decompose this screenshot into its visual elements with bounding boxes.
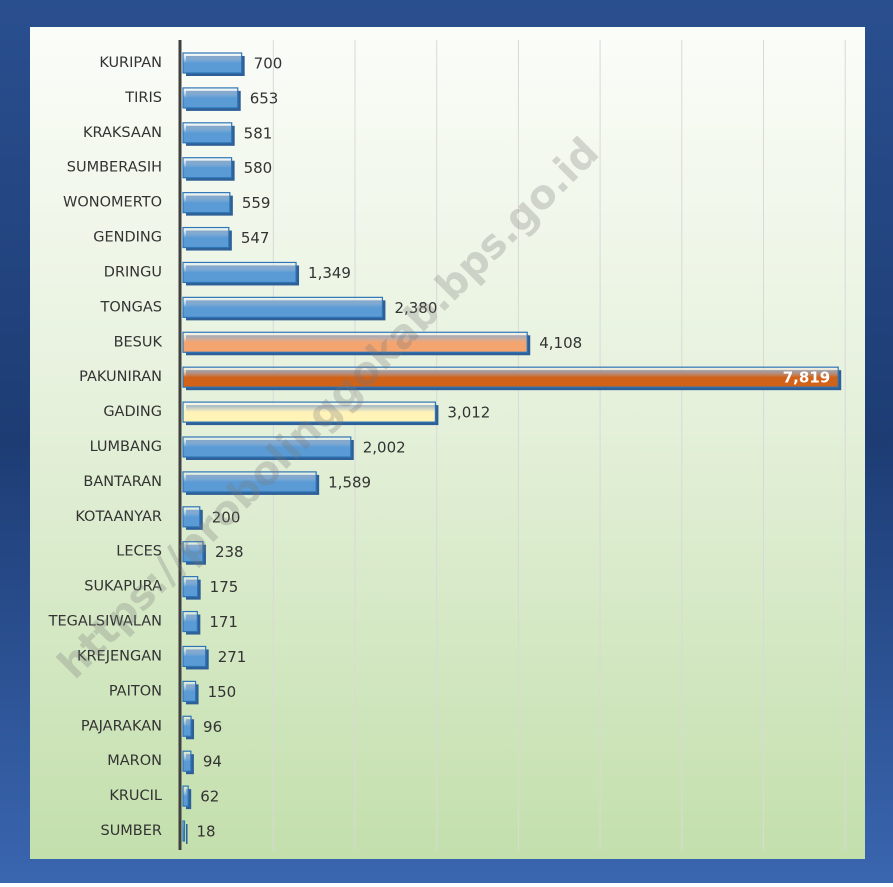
value-label: 150 <box>208 683 237 701</box>
value-label: 200 <box>212 508 241 526</box>
bar <box>182 87 239 109</box>
value-label: 96 <box>203 718 222 736</box>
y-tick-label: SUKAPURA <box>84 579 162 595</box>
y-tick-label: LECES <box>116 544 162 560</box>
y-tick-label: DRINGU <box>104 264 162 280</box>
y-tick-label: BESUK <box>114 334 163 350</box>
value-label: 94 <box>203 753 222 771</box>
value-label: 238 <box>215 543 244 561</box>
bar <box>182 157 233 179</box>
y-tick-label: PAJARAKAN <box>81 718 162 734</box>
bar-depth <box>186 824 188 844</box>
bar <box>182 52 243 74</box>
y-tick-label: LUMBANG <box>90 439 162 455</box>
value-label: 2,380 <box>394 299 437 317</box>
bar <box>182 122 233 144</box>
value-label: 581 <box>244 124 273 142</box>
value-label: 4,108 <box>539 334 582 352</box>
bar <box>182 680 197 702</box>
value-label: 3,012 <box>447 404 490 422</box>
y-tick-label: KURIPAN <box>99 55 162 71</box>
bar <box>182 401 436 423</box>
value-label: 18 <box>197 823 216 841</box>
bar <box>182 645 207 668</box>
value-label: 271 <box>218 648 247 666</box>
value-label: 653 <box>250 89 279 107</box>
value-label: 62 <box>200 788 219 806</box>
bar <box>182 366 839 388</box>
y-tick-label: KREJENGAN <box>77 648 162 664</box>
y-tick-label: PAITON <box>109 683 162 699</box>
bar <box>182 296 384 318</box>
y-tick-label: GENDING <box>93 230 162 246</box>
bar <box>182 576 199 598</box>
value-label: 1,589 <box>328 473 371 491</box>
y-tick-label: PAKUNIRAN <box>79 369 162 385</box>
bar <box>182 715 192 737</box>
value-label: 175 <box>210 578 239 596</box>
y-tick-label: SUMBERASIH <box>67 160 162 176</box>
bar <box>182 331 528 353</box>
value-label: 1,349 <box>308 264 351 282</box>
value-label: 580 <box>244 159 273 177</box>
value-label: 559 <box>242 194 271 212</box>
bar <box>182 785 189 807</box>
y-tick-label: TIRIS <box>124 90 162 106</box>
value-label: 547 <box>241 229 270 247</box>
bar <box>182 226 230 249</box>
grid <box>272 40 846 850</box>
bars: 700 653 581 580 559 547 1,349 2,380 4,108 7,819 3,… <box>182 52 842 844</box>
value-label: 171 <box>209 613 238 631</box>
value-label-inside: 7,819 <box>783 369 830 387</box>
bar <box>182 436 352 458</box>
y-tick-label: MARON <box>107 753 162 769</box>
plot-panel <box>30 27 865 859</box>
bar <box>182 506 201 528</box>
y-tick-label: KOTAANYAR <box>75 509 162 525</box>
bar <box>182 261 297 284</box>
y-tick-label: TEGALSIWALAN <box>48 614 162 630</box>
y-tick-label: TONGAS <box>100 299 162 315</box>
bar <box>182 820 186 842</box>
y-tick-label: SUMBER <box>100 823 162 839</box>
y-tick-label: KRAKSAAN <box>83 125 162 141</box>
bar <box>182 610 198 633</box>
bar <box>182 471 317 493</box>
y-tick-label: WONOMERTO <box>63 195 162 211</box>
value-label: 700 <box>254 55 283 73</box>
bar <box>182 750 192 772</box>
bar <box>182 541 204 563</box>
value-label: 2,002 <box>363 439 406 457</box>
y-tick-label: KRUCIL <box>109 788 162 804</box>
bar <box>182 192 231 214</box>
y-tick-label: GADING <box>103 404 162 420</box>
y-tick-label: BANTARAN <box>83 474 162 490</box>
